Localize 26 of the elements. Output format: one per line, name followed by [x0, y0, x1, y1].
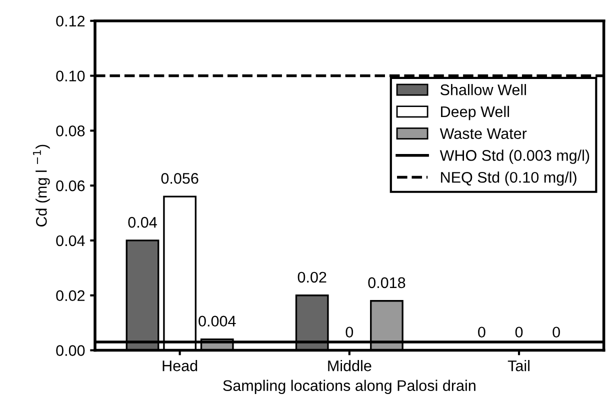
y-tick-label: 0.04: [56, 235, 85, 246]
legend-label: WHO Std (0.003 mg/l): [440, 150, 590, 164]
y-tick-label: 0.10: [56, 70, 85, 82]
data-label: 0.04: [128, 216, 157, 228]
legend-label: Deep Well: [441, 106, 509, 120]
y-tick-label: 0.12: [56, 16, 85, 27]
x-tick-label: Middle: [328, 360, 372, 372]
data-label: 0: [552, 326, 560, 338]
legend-label: NEQ Std (0.10 mg/l): [441, 172, 576, 186]
x-axis-title: Sampling locations along Palosi drain: [223, 380, 476, 394]
y-axis-title: Cd (mg l $^{−1}$): [33, 144, 50, 226]
data-label: 0: [346, 326, 354, 338]
x-tick-label: Head: [162, 360, 198, 372]
y-tick-label: 0.08: [56, 126, 85, 136]
y-tick-label: 0.00: [56, 345, 85, 356]
data-label: 0.056: [161, 172, 198, 184]
legend-label: Shallow Well: [440, 84, 526, 96]
x-tick-label: Tail: [508, 360, 530, 372]
y-tick-label: 0.02: [56, 290, 85, 302]
data-label: 0: [515, 326, 523, 338]
data-label: 0.018: [368, 277, 406, 288]
data-label: 0: [478, 326, 486, 338]
data-label: 0.004: [198, 316, 236, 327]
legend-label: Waste Water: [440, 128, 527, 139]
y-tick-label: 0.06: [56, 180, 85, 192]
data-label: 0.02: [298, 272, 326, 283]
